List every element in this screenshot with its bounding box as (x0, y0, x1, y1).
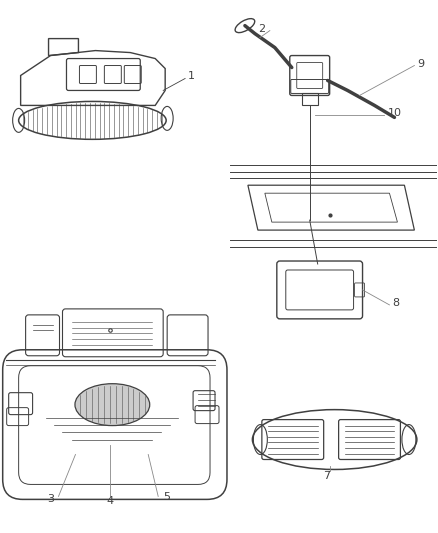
Text: 3: 3 (47, 495, 54, 504)
Text: 5: 5 (163, 492, 170, 503)
Text: 1: 1 (188, 71, 195, 82)
Text: 9: 9 (417, 59, 424, 69)
Text: 8: 8 (392, 298, 399, 308)
Text: 4: 4 (107, 496, 114, 506)
Text: 7: 7 (323, 472, 330, 481)
Text: 10: 10 (388, 108, 402, 118)
Ellipse shape (75, 384, 150, 425)
Text: 2: 2 (258, 23, 265, 34)
